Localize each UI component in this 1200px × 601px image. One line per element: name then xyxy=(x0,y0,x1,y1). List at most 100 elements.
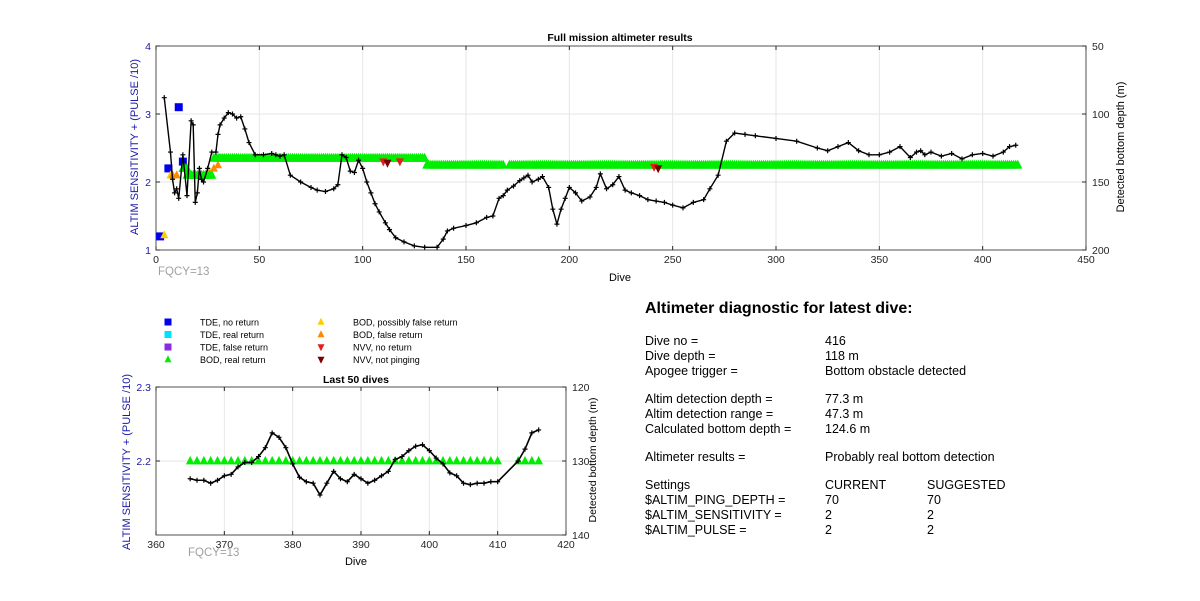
bottom-depth-point xyxy=(440,461,446,467)
bottom-depth-point xyxy=(358,476,364,482)
legend-label: BOD, false return xyxy=(353,330,423,340)
bottom-depth-point xyxy=(444,228,450,234)
bod-real-marker xyxy=(445,455,455,465)
bottom-depth-point xyxy=(194,190,200,196)
bottom-depth-point xyxy=(331,186,337,192)
legend-label: BOD, possibly false return xyxy=(353,318,458,328)
bod-real-marker xyxy=(411,455,420,465)
x-tick-label: 250 xyxy=(664,254,682,266)
bottom-depth-point xyxy=(242,459,248,465)
x-tick-label: 370 xyxy=(216,539,234,551)
last50-y-label: ALTIM SENSITIVITY + (PULSE /10) xyxy=(121,374,133,550)
bottom-depth-point xyxy=(221,115,227,121)
x-tick-label: 400 xyxy=(421,539,439,551)
bottom-depth-point xyxy=(535,176,541,182)
bottom-depth-point xyxy=(246,140,252,146)
x-tick-label: 150 xyxy=(457,254,475,266)
data-point xyxy=(156,232,165,241)
apogee-value: Bottom obstacle detected xyxy=(825,364,967,378)
bottom-depth-point xyxy=(234,115,240,121)
y2-tick-label: 50 xyxy=(1092,41,1104,53)
sensitivity-suggested: 2 xyxy=(927,508,934,522)
bod-real-marker xyxy=(343,455,352,465)
bottom-depth-point xyxy=(490,213,496,219)
legend-marker xyxy=(164,318,172,326)
bottom-depth-point xyxy=(260,152,266,158)
bottom-depth-point xyxy=(1000,149,1006,155)
x-tick-label: 410 xyxy=(489,539,507,551)
bod-real-marker xyxy=(302,455,311,465)
bottom-depth-point xyxy=(536,427,542,433)
x-tick-label: 420 xyxy=(557,539,575,551)
legend-marker xyxy=(317,317,325,325)
det-depth-row: Altim detection depth = 77.3 m xyxy=(645,392,1165,407)
data-point xyxy=(160,230,169,239)
altimeter-diagnostic-panel: Altimeter diagnostic for latest dive: Di… xyxy=(645,300,1165,538)
ping-depth-label: $ALTIM_PING_DEPTH = xyxy=(645,493,786,507)
bottom-depth-point xyxy=(192,199,198,205)
bottom-depth-point xyxy=(474,480,480,486)
bottom-depth-point xyxy=(463,223,469,229)
bod-real-marker xyxy=(520,455,530,465)
y-tick-label: 2 xyxy=(145,177,151,189)
series-detected-bottom-depth xyxy=(161,95,1019,250)
bottom-depth-point xyxy=(281,152,287,158)
bottom-depth-point xyxy=(208,480,214,486)
x-tick-label: 300 xyxy=(767,254,785,266)
bottom-depth-point xyxy=(376,209,382,215)
bottom-depth-point xyxy=(680,205,686,211)
bottom-depth-point xyxy=(225,110,231,116)
bod-real-marker xyxy=(274,455,284,465)
bod-real-marker xyxy=(459,455,468,465)
bottom-depth-point xyxy=(558,206,564,212)
dive-no-value: 416 xyxy=(825,334,846,348)
bottom-depth-point xyxy=(401,239,407,245)
bottom-depth-point xyxy=(773,135,779,141)
bottom-depth-point xyxy=(752,133,758,139)
bottom-depth-point xyxy=(467,482,473,488)
legend-marker xyxy=(317,330,325,338)
legend-marker xyxy=(317,344,325,352)
bottom-depth-point xyxy=(969,152,975,158)
bottom-depth-point xyxy=(517,178,523,184)
main-y-label: ALTIM SENSITIVITY + (PULSE /10) xyxy=(129,59,141,235)
data-point xyxy=(164,164,173,173)
legend-marker xyxy=(317,356,325,364)
bottom-depth-point xyxy=(876,152,882,158)
bottom-depth-point xyxy=(221,473,227,479)
bottom-depth-point xyxy=(273,152,279,158)
bottom-depth-point xyxy=(422,244,428,250)
bottom-depth-point xyxy=(661,199,667,205)
x-tick-label: 50 xyxy=(253,254,265,266)
bottom-depth-point xyxy=(628,190,634,196)
bottom-depth-point xyxy=(217,122,223,128)
legend-label: BOD, real return xyxy=(200,355,266,365)
last50-x-label: Dive xyxy=(345,556,367,568)
bod-real-marker xyxy=(486,455,496,465)
bottom-depth-point xyxy=(645,197,651,203)
bod-real-marker xyxy=(479,455,489,465)
bottom-depth-point xyxy=(481,480,487,486)
det-depth-label: Altim detection depth = xyxy=(645,392,773,406)
main-x-label: Dive xyxy=(609,272,631,284)
bottom-depth-point xyxy=(188,118,194,124)
bottom-depth-point xyxy=(411,243,417,249)
bottom-depth-point xyxy=(364,179,370,185)
last50-chart-title: Last 50 dives xyxy=(323,374,389,386)
bod-real-marker xyxy=(185,455,195,465)
bod-real-marker xyxy=(220,455,229,465)
bottom-depth-point xyxy=(387,227,393,233)
calc-depth-row: Calculated bottom depth = 124.6 m xyxy=(645,422,1165,437)
apogee-row: Apogee trigger = Bottom obstacle detected xyxy=(645,364,1165,379)
bottom-depth-point xyxy=(167,149,173,155)
bottom-depth-point xyxy=(504,187,510,193)
legend-label: TDE, no return xyxy=(200,318,259,328)
main-annotation: FQCY=13 xyxy=(158,266,209,278)
bottom-depth-point xyxy=(484,214,490,220)
x-tick-label: 0 xyxy=(153,254,159,266)
bottom-depth-point xyxy=(187,476,193,482)
series-bod-real-return xyxy=(185,455,543,465)
bottom-depth-point xyxy=(529,179,535,185)
bottom-depth-point xyxy=(866,152,872,158)
